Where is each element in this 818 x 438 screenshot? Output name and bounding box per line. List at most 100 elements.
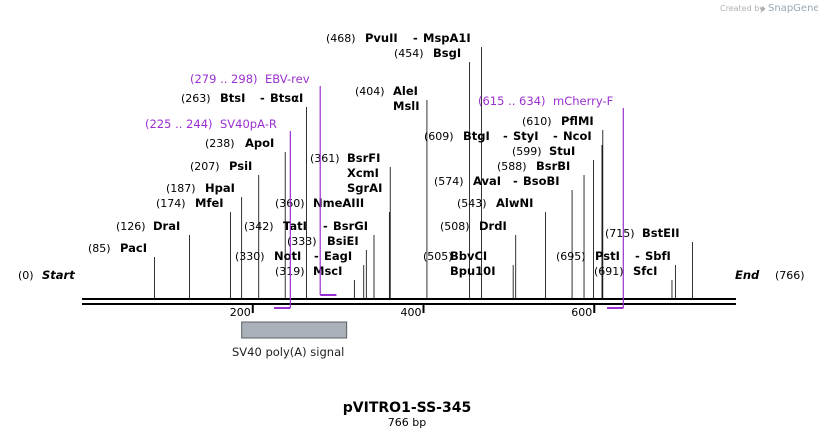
enzyme-site-tati[interactable]: (342) TatI - BsrGI [244, 219, 368, 233]
primer-sv40pa-r[interactable]: (225 .. 244) SV40pA-R [145, 117, 291, 309]
enzyme-site-bsrbi[interactable]: (588) BsrBI [497, 159, 570, 173]
enzyme-name-bsiei[interactable]: BsiEI [327, 234, 359, 248]
enzyme-site-apoi[interactable]: (238) ApoI [205, 136, 274, 150]
enzyme-name-bsrgi[interactable]: BsrGI [333, 219, 368, 233]
enzyme-name-bsobi[interactable]: BsoBI [523, 174, 560, 188]
enzyme-site-pflmi[interactable]: (610) PflMI [522, 114, 594, 128]
tick-label-600: 600 [571, 306, 592, 319]
enzyme-separator: - [513, 174, 518, 188]
enzyme-name-drai[interactable]: DraI [153, 219, 180, 233]
primer-range: (615 .. 634) [478, 94, 546, 108]
feature-box[interactable] [241, 321, 348, 339]
enzyme-name-msli[interactable]: MslI [393, 99, 420, 113]
enzyme-name-sgrai[interactable]: SgrAI [347, 181, 382, 195]
enzyme-name-ncoi[interactable]: NcoI [563, 129, 592, 143]
end-position: (766) [775, 269, 805, 282]
enzyme-site-noti[interactable]: (330) NotI - EagI [235, 249, 352, 263]
enzyme-site-labels: (85) PacI (126) DraI (174) MfeI(187) HpaI (207)… [88, 31, 680, 278]
enzyme-position: (187) [166, 182, 196, 195]
enzyme-site-drdi[interactable]: (508) DrdI [440, 219, 507, 233]
enzyme-name-pvuii[interactable]: PvuII [365, 31, 398, 45]
enzyme-site-bsgi[interactable]: (454) BsgI [394, 46, 461, 60]
enzyme-name-bsrbi[interactable]: BsrBI [536, 159, 570, 173]
primer-name[interactable]: mCherry-F [553, 94, 613, 108]
tick-label-400: 400 [401, 306, 422, 319]
enzyme-name-styi[interactable]: StyI [513, 129, 539, 143]
enzyme-position: (691) [594, 265, 624, 278]
enzyme-name-btsi[interactable]: BtsI [220, 91, 245, 105]
enzyme-name-bbvci[interactable]: BbvCI [450, 249, 487, 263]
enzyme-name-bpu10i[interactable]: Bpu10I [450, 264, 495, 278]
enzyme-position: (574) [434, 175, 464, 188]
enzyme-position: (610) [522, 115, 552, 128]
plasmid-length: 766 bp [388, 416, 426, 429]
enzyme-site-psti[interactable]: (695) PstI - SbfI [556, 249, 671, 263]
enzyme-name-tati[interactable]: TatI [283, 219, 307, 233]
enzyme-name-nmeaiii[interactable]: NmeAIII [313, 196, 364, 210]
enzyme-name-bts-i[interactable]: BtsαI [270, 91, 303, 105]
enzyme-position: (126) [116, 220, 146, 233]
feature-sv40-polya[interactable]: SV40 poly(A) signal [232, 321, 348, 359]
enzyme-name-drdi[interactable]: DrdI [479, 219, 507, 233]
enzyme-position: (238) [205, 137, 235, 150]
enzyme-name-paci[interactable]: PacI [120, 241, 147, 255]
enzyme-name-psii[interactable]: PsiI [229, 159, 252, 173]
primer-name[interactable]: EBV-rev [265, 72, 310, 86]
enzyme-site-drai[interactable]: (126) DraI [116, 219, 180, 233]
enzyme-name-avai[interactable]: AvaI [473, 174, 501, 188]
enzyme-name-msci[interactable]: MscI [313, 264, 342, 278]
sequence-end: End (766) [735, 268, 805, 282]
enzyme-name-bsteii[interactable]: BstEII [642, 226, 680, 240]
enzyme-name-apoi[interactable]: ApoI [245, 136, 274, 150]
enzyme-name-mfei[interactable]: MfeI [195, 196, 224, 210]
enzyme-site-alwni[interactable]: (543) AlwNI [457, 196, 533, 210]
enzyme-site-lines [154, 47, 693, 298]
enzyme-separator: - [323, 219, 328, 233]
enzyme-position: (505) [423, 250, 453, 263]
enzyme-name-pflmi[interactable]: PflMI [561, 114, 594, 128]
enzyme-position: (695) [556, 250, 586, 263]
primer-name[interactable]: SV40pA-R [220, 117, 277, 131]
enzyme-site-psii[interactable]: (207) PsiI [190, 159, 252, 173]
enzyme-position: (404) [355, 85, 385, 98]
primer-mcherry-f[interactable]: (615 .. 634) mCherry-F [478, 94, 624, 309]
enzyme-site-mfei[interactable]: (174) MfeI [156, 196, 224, 210]
dna-backbone [82, 298, 736, 305]
enzyme-name-alei[interactable]: AleI [393, 84, 418, 98]
enzyme-site-bsiei[interactable]: (333) BsiEI [287, 234, 359, 248]
primer-range: (279 .. 298) [190, 72, 258, 86]
enzyme-site-btgi[interactable]: (609) BtgI - StyI - NcoI [424, 129, 592, 143]
enzyme-site-pvuii[interactable]: (468) PvuII - MspA1I [326, 31, 471, 45]
enzyme-site-sfci[interactable]: (691) SfcI [594, 264, 657, 278]
enzyme-site-msci[interactable]: (319)MscI [275, 264, 342, 278]
enzyme-name-noti[interactable]: NotI [274, 249, 301, 263]
enzyme-name-bsgi[interactable]: BsgI [433, 46, 461, 60]
enzyme-name-psti[interactable]: PstI [595, 249, 620, 263]
start-position: (0) [18, 269, 34, 282]
enzyme-name-xcmi[interactable]: XcmI [347, 166, 379, 180]
enzyme-name-eagi[interactable]: EagI [324, 249, 352, 263]
enzyme-site-paci[interactable]: (85) PacI [88, 241, 147, 255]
enzyme-name-stui[interactable]: StuI [549, 144, 575, 158]
enzyme-site-stui[interactable]: (599) StuI [512, 144, 575, 158]
enzyme-site-btsi[interactable]: (263) BtsI - BtsαI [181, 91, 303, 105]
enzyme-site-hpai[interactable]: (187) HpaI [166, 181, 235, 195]
enzyme-name-bsrfi[interactable]: BsrFI [347, 151, 380, 165]
enzyme-name-mspa1i[interactable]: MspA1I [423, 31, 471, 45]
primer-ebv-rev[interactable]: (279 .. 298) EBV-rev [190, 72, 337, 296]
enzyme-site-nmeaiii[interactable]: (360)NmeAIII [275, 196, 364, 210]
snapgene-watermark: Created by ⬥ SnapGene [720, 3, 818, 14]
enzyme-separator: - [635, 249, 640, 263]
enzyme-name-hpai[interactable]: HpaI [205, 181, 235, 195]
enzyme-site-avai[interactable]: (574) AvaI - BsoBI [434, 174, 560, 188]
ruler-ticks: 200 400 600 [230, 305, 596, 319]
enzyme-name-btgi[interactable]: BtgI [463, 129, 490, 143]
enzyme-name-alwni[interactable]: AlwNI [496, 196, 533, 210]
enzyme-site-bsteii[interactable]: (715) BstEII [605, 226, 680, 240]
enzyme-separator: - [413, 31, 418, 45]
enzyme-name-sfci[interactable]: SfcI [633, 264, 657, 278]
enzyme-name-sbfi[interactable]: SbfI [645, 249, 671, 263]
